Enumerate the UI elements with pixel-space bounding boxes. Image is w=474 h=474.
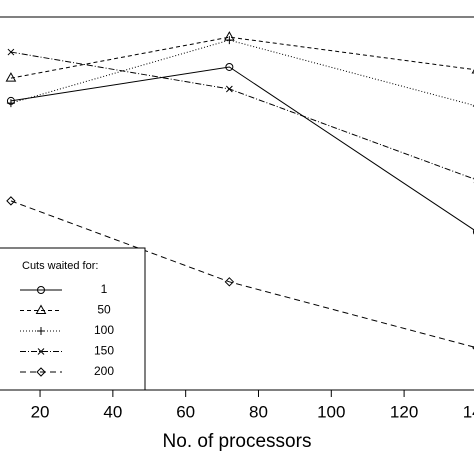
data-point	[5, 72, 17, 82]
x-tick-label: 60	[176, 402, 195, 421]
data-point	[7, 48, 15, 56]
legend-marker	[35, 304, 47, 314]
x-tick-label: 40	[103, 402, 122, 421]
series-line	[10, 66, 474, 231]
legend-label: 50	[97, 303, 111, 317]
data-point	[226, 85, 233, 93]
plot-area	[5, 31, 474, 350]
x-tick-label: 20	[31, 402, 50, 421]
legend-marker	[37, 286, 45, 294]
data-point	[225, 36, 234, 45]
x-axis-label: No. of processors	[163, 431, 312, 452]
series-line	[10, 51, 474, 180]
legend-label: 100	[94, 323, 114, 337]
legend-marker	[36, 367, 46, 377]
data-point	[472, 229, 474, 235]
series-line	[10, 200, 474, 348]
x-tick-label: 120	[390, 402, 418, 421]
legend-marker	[37, 348, 45, 355]
data-point	[225, 62, 234, 71]
series-line	[10, 39, 474, 106]
data-point	[6, 99, 15, 108]
legend-label: 1	[101, 282, 108, 296]
legend-label: 150	[94, 344, 114, 358]
legend	[0, 247, 146, 391]
legend-title: Cuts waited for:	[22, 260, 98, 272]
legend-marker	[37, 327, 45, 335]
x-tick-label: 140	[463, 402, 474, 421]
data-point	[6, 196, 16, 206]
x-tick-label: 100	[317, 402, 345, 421]
legend-label: 200	[94, 364, 114, 378]
data-point	[224, 277, 235, 287]
x-tick-label: 80	[249, 402, 268, 421]
series-line	[10, 36, 474, 79]
